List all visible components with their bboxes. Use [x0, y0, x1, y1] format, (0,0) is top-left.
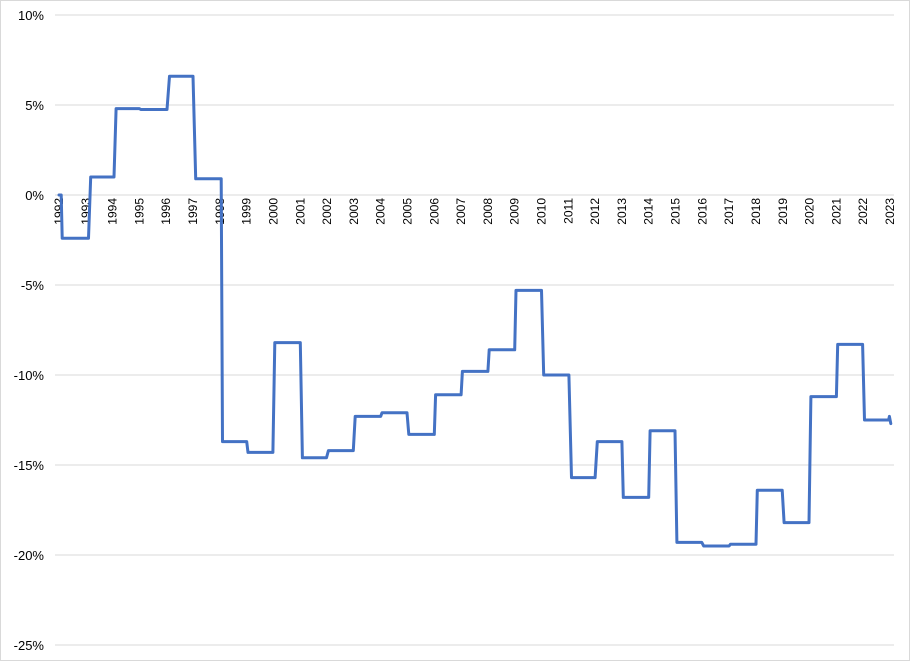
x-tick-label: 2017 [722, 198, 736, 225]
series-layer [57, 74, 893, 548]
x-tick-label: 1995 [132, 198, 146, 225]
gridlines [55, 14, 894, 646]
x-tick-label: 2002 [320, 198, 334, 225]
x-tick-label: 1997 [186, 198, 200, 225]
x-tick-label: 2020 [803, 198, 817, 225]
y-tick-label: -25% [14, 638, 45, 653]
y-tick-label: -20% [14, 548, 45, 563]
x-tick-label: 1992 [52, 198, 66, 225]
y-tick-label: 5% [25, 98, 44, 113]
x-tick-label: 2000 [266, 198, 280, 225]
x-tick-label: 2009 [508, 198, 522, 225]
x-tick-label: 2007 [454, 198, 468, 225]
x-tick-label: 2011 [561, 198, 575, 224]
x-tick-label: 2016 [695, 198, 709, 225]
x-tick-label: 2019 [776, 198, 790, 225]
y-tick-label: -10% [14, 368, 45, 383]
x-tick-label: 2023 [883, 198, 897, 225]
x-tick-label: 2014 [642, 198, 656, 225]
y-tick-label: 10% [18, 8, 44, 23]
x-axis-tick-labels: 1992 1993 1994 1995 1996 1997 1998 1999 2000 2001… [52, 198, 897, 225]
y-tick-label: -5% [21, 278, 45, 293]
x-tick-label: 2008 [481, 198, 495, 225]
y-tick-label: 0% [25, 188, 44, 203]
x-tick-label: 2015 [669, 198, 683, 225]
x-tick-label: 2003 [347, 198, 361, 225]
y-tick-label: -15% [14, 458, 45, 473]
x-tick-label: 2010 [535, 198, 549, 225]
x-tick-label: 2022 [856, 198, 870, 225]
x-tick-label: 2012 [588, 198, 602, 225]
series-line-0 [57, 74, 893, 548]
x-tick-label: 2005 [400, 198, 414, 225]
y-axis-tick-labels: 10% 5% 0% -5% -10% -15% -20% -25% [14, 8, 45, 653]
x-tick-label: 1998 [213, 198, 227, 225]
x-tick-label: 1996 [159, 198, 173, 225]
x-tick-label: 2006 [427, 198, 441, 225]
x-tick-label: 2013 [615, 198, 629, 225]
x-tick-label: 1999 [240, 198, 254, 225]
x-tick-label: 2004 [374, 198, 388, 225]
x-tick-label: 2001 [293, 198, 307, 225]
x-tick-label: 2018 [749, 198, 763, 225]
x-tick-label: 1994 [106, 198, 120, 225]
x-tick-label: 2021 [829, 198, 843, 225]
